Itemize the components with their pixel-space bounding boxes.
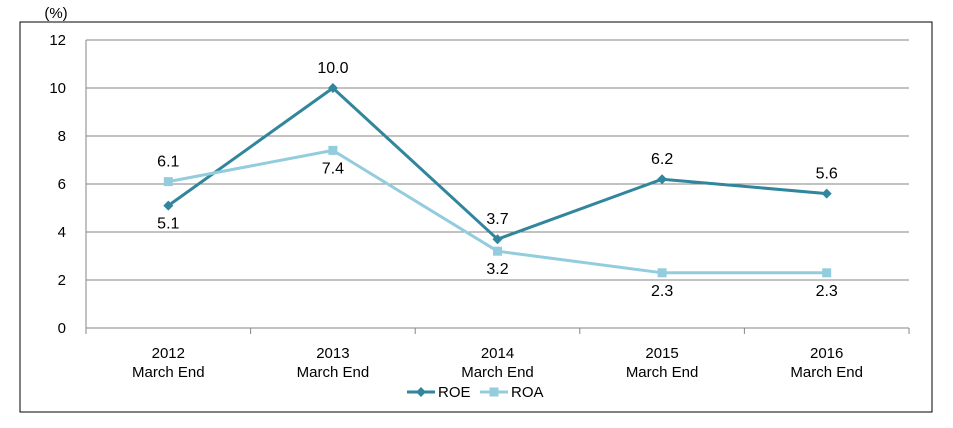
data-label-roe: 5.6 (816, 166, 838, 183)
gridlines (86, 39, 909, 329)
data-label-roe: 3.7 (486, 211, 508, 228)
x-category-label: 2014 (481, 345, 514, 362)
marker-roa (657, 268, 667, 278)
legend: ROE ROA (407, 384, 544, 401)
legend-marker-roe (416, 387, 426, 397)
series-group (163, 83, 832, 278)
marker-roe (821, 188, 832, 199)
x-category-label: March End (461, 364, 534, 381)
x-category-label: 2013 (316, 345, 349, 362)
data-label-roa: 3.2 (486, 261, 508, 278)
marker-roe (492, 234, 503, 245)
y-tick-label: 10 (49, 80, 66, 97)
x-axis: 2012 March End 2013 March End 2014 March End 2… (85, 328, 910, 381)
y-tick-label: 6 (58, 176, 66, 193)
y-tick-label: 0 (58, 320, 66, 337)
x-category-label: March End (297, 364, 370, 381)
legend-label-roe: ROE (438, 384, 471, 401)
data-label-roe: 6.2 (651, 151, 673, 168)
data-label-roa: 2.3 (651, 283, 673, 300)
data-label-roa: 7.4 (322, 160, 344, 177)
x-category-label: March End (790, 364, 863, 381)
marker-roe (327, 83, 338, 93)
marker-roa (328, 145, 338, 155)
y-tick-label: 8 (58, 128, 66, 145)
x-category-label: March End (626, 364, 699, 381)
legend-marker-roa (489, 387, 499, 397)
data-label-roe: 10.0 (317, 60, 348, 77)
data-label-roa: 2.3 (816, 283, 838, 300)
x-category-label: March End (132, 364, 205, 381)
y-tick-label: 2 (58, 272, 66, 289)
marker-roe (657, 174, 668, 185)
marker-roa (822, 268, 832, 278)
y-tick-label: 4 (58, 224, 66, 241)
data-label-roe: 5.1 (157, 216, 179, 233)
legend-label-roa: ROA (511, 384, 544, 401)
x-category-label: 2015 (645, 345, 678, 362)
data-label-roa: 6.1 (157, 154, 179, 171)
data-labels: 5.1 10.0 3.7 6.2 5.6 6.1 7.4 3.2 2.3 2.3 (157, 60, 838, 300)
marker-roa (493, 246, 502, 256)
y-unit-label: (%) (44, 5, 67, 22)
y-axis: 0 2 4 6 8 10 12 (49, 32, 87, 337)
marker-roe (163, 200, 174, 211)
marker-roa (163, 177, 173, 187)
x-category-label: 2012 (152, 345, 185, 362)
y-tick-label: 12 (49, 32, 66, 49)
chart-frame (19, 21, 933, 413)
x-category-label: 2016 (810, 345, 843, 362)
